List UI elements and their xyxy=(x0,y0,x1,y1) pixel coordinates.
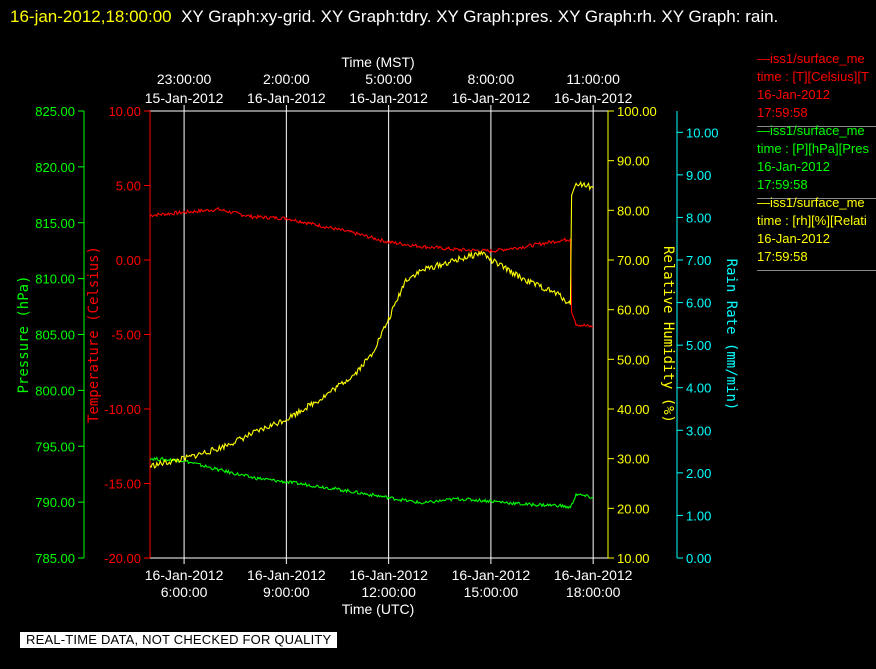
pres-tick-label: 785.00 xyxy=(35,551,75,566)
pres-tick-label: 815.00 xyxy=(35,216,75,231)
rh-tick-label: 100.00 xyxy=(617,104,657,119)
tdry-tick-label: 0.00 xyxy=(116,253,141,268)
pres-tick-label: 800.00 xyxy=(35,383,75,398)
tdry-tick-label: -15.00 xyxy=(104,477,141,492)
x-top-tick-date: 15-Jan-2012 xyxy=(145,90,224,106)
rh-tick-label: 50.00 xyxy=(617,352,650,367)
legend-line: —iss1/surface_me xyxy=(757,51,865,66)
x-top-tick-date: 16-Jan-2012 xyxy=(349,90,428,106)
pres-axis-label: Pressure (hPa) xyxy=(16,275,32,393)
rain-tick-label: 9.00 xyxy=(686,168,711,183)
rain-axis-label: Rain Rate (mm/min) xyxy=(723,259,739,411)
x-tick-date: 16-Jan-2012 xyxy=(554,567,633,583)
legend-time: 17:59:58 xyxy=(757,249,808,264)
legend-temperature: —iss1/surface_me time : [T][Celsius][T 1… xyxy=(757,50,876,127)
rh-axis-label: Relative Humidity (%) xyxy=(660,246,676,423)
rain-tick-label: 0.00 xyxy=(686,551,711,566)
pres-tick-label: 805.00 xyxy=(35,328,75,343)
legend-variable: time : [rh][%][Relati xyxy=(757,213,867,228)
tdry-tick-label: -10.00 xyxy=(104,402,141,417)
rh-tick-label: 90.00 xyxy=(617,154,650,169)
pres-tick-label: 825.00 xyxy=(35,104,75,119)
rh-tick-label: 60.00 xyxy=(617,303,650,318)
pres-tick-label: 820.00 xyxy=(35,160,75,175)
x-tick-date: 16-Jan-2012 xyxy=(145,567,224,583)
rain-tick-label: 5.00 xyxy=(686,338,711,353)
series-rh xyxy=(149,180,594,469)
series-pres xyxy=(149,456,594,510)
tdry-tick-label: 5.00 xyxy=(116,179,141,194)
tdry-tick-label: 10.00 xyxy=(108,104,141,119)
legend-time: 17:59:58 xyxy=(757,177,808,192)
x-top-tick-time: 23:00:00 xyxy=(157,71,212,87)
rh-tick-label: 80.00 xyxy=(617,203,650,218)
series-tdry xyxy=(149,206,594,328)
pres-tick-label: 795.00 xyxy=(35,439,75,454)
x-tick-time: 18:00:00 xyxy=(566,584,621,600)
rain-tick-label: 2.00 xyxy=(686,466,711,481)
x-top-tick-time: 2:00:00 xyxy=(263,71,310,87)
legend-pressure: —iss1/surface_me time : [P][hPa][Pres 16… xyxy=(757,122,876,199)
rain-tick-label: 1.00 xyxy=(686,508,711,523)
legend-humidity: —iss1/surface_me time : [rh][%][Relati 1… xyxy=(757,194,876,271)
x-top-tick-date: 16-Jan-2012 xyxy=(554,90,633,106)
x-tick-time: 15:00:00 xyxy=(464,584,519,600)
legend-separator xyxy=(757,270,876,271)
x-top-axis-label: Time (MST) xyxy=(341,54,414,70)
x-tick-time: 9:00:00 xyxy=(263,584,310,600)
rain-tick-label: 8.00 xyxy=(686,210,711,225)
x-top-tick-date: 16-Jan-2012 xyxy=(452,90,531,106)
rain-tick-label: 4.00 xyxy=(686,381,711,396)
rh-tick-label: 40.00 xyxy=(617,402,650,417)
x-top-tick-time: 8:00:00 xyxy=(468,71,515,87)
rh-tick-label: 10.00 xyxy=(617,551,650,566)
pres-tick-label: 810.00 xyxy=(35,272,75,287)
rain-tick-label: 3.00 xyxy=(686,423,711,438)
rain-tick-label: 10.00 xyxy=(686,125,719,140)
x-tick-date: 16-Jan-2012 xyxy=(349,567,428,583)
legend-date: 16-Jan-2012 xyxy=(757,231,830,246)
pres-tick-label: 790.00 xyxy=(35,495,75,510)
rh-tick-label: 30.00 xyxy=(617,452,650,467)
legend-line: —iss1/surface_me xyxy=(757,195,865,210)
rain-tick-label: 7.00 xyxy=(686,253,711,268)
quality-notice: REAL-TIME DATA, NOT CHECKED FOR QUALITY xyxy=(20,632,338,648)
x-axis-label: Time (UTC) xyxy=(342,601,415,617)
x-top-tick-date: 16-Jan-2012 xyxy=(247,90,326,106)
x-top-tick-time: 11:00:00 xyxy=(566,71,620,87)
x-tick-date: 16-Jan-2012 xyxy=(247,567,326,583)
legend-variable: time : [T][Celsius][T xyxy=(757,69,869,84)
rh-tick-label: 70.00 xyxy=(617,253,650,268)
legend-line: —iss1/surface_me xyxy=(757,123,865,138)
legend-date: 16-Jan-2012 xyxy=(757,159,830,174)
x-tick-time: 12:00:00 xyxy=(361,584,416,600)
rain-tick-label: 6.00 xyxy=(686,296,711,311)
x-tick-date: 16-Jan-2012 xyxy=(452,567,531,583)
x-top-tick-time: 5:00:00 xyxy=(365,71,412,87)
tdry-tick-label: -20.00 xyxy=(104,551,141,566)
graph-title: 16-jan-2012,18:00:00 XY Graph:xy-grid. X… xyxy=(10,3,860,30)
legend-date: 16-Jan-2012 xyxy=(757,87,830,102)
tdry-axis-label: Temperature (Celsius) xyxy=(86,246,102,423)
x-tick-time: 6:00:00 xyxy=(161,584,208,600)
graph-names: XY Graph:xy-grid. XY Graph:tdry. XY Grap… xyxy=(181,7,779,26)
legend-separator xyxy=(757,198,876,199)
timestamp: 16-jan-2012,18:00:00 xyxy=(10,7,172,26)
rh-tick-label: 20.00 xyxy=(617,501,650,516)
legend-time: 17:59:58 xyxy=(757,105,808,120)
tdry-tick-label: -5.00 xyxy=(111,328,141,343)
legend-variable: time : [P][hPa][Pres xyxy=(757,141,869,156)
legend-separator xyxy=(757,126,876,127)
